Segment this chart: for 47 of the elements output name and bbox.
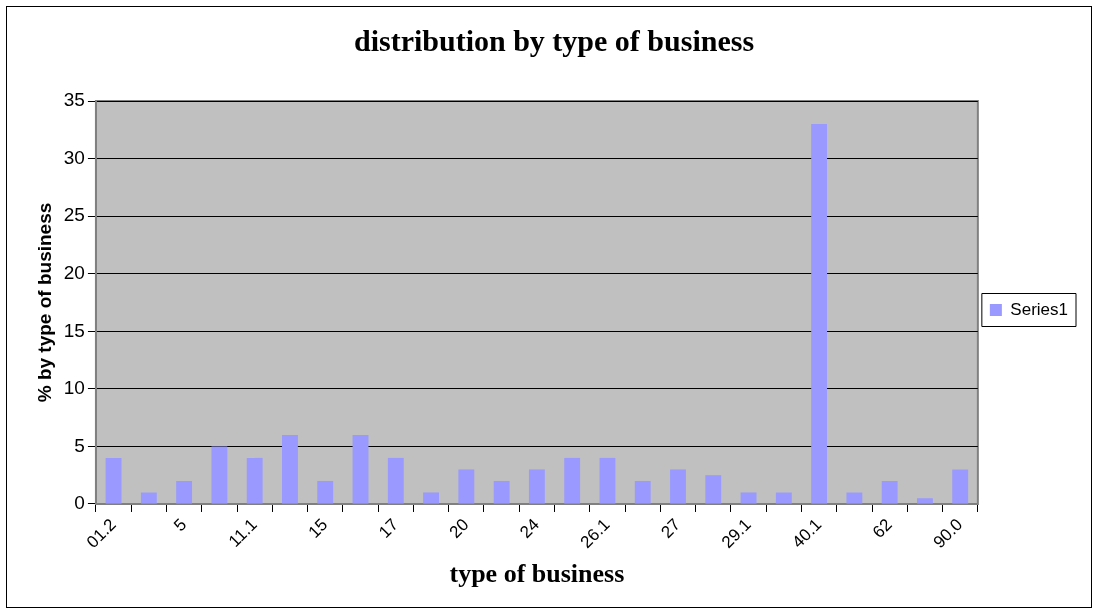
bar	[387, 457, 404, 504]
legend-label: Series1	[1010, 299, 1068, 319]
y-tick-label: 30	[63, 146, 85, 168]
x-tick-label: 27	[657, 514, 685, 542]
bar	[211, 446, 228, 504]
y-tick-label: 20	[63, 261, 85, 283]
bar	[423, 492, 439, 504]
y-tick-label: 15	[63, 319, 85, 341]
x-tick-label: 20	[445, 514, 473, 542]
x-tick-label: 24	[516, 514, 544, 542]
chart-title: distribution by type of business	[353, 23, 755, 57]
bar	[670, 469, 686, 504]
y-tick-label: 5	[74, 434, 85, 456]
y-tick-label: 0	[74, 492, 85, 514]
bar	[528, 469, 545, 504]
x-tick-label: 5	[170, 514, 191, 536]
bar	[140, 492, 157, 504]
bar	[317, 480, 334, 504]
bar	[740, 492, 757, 504]
y-axis-title: % by type of business	[33, 202, 55, 403]
y-tick-label: 35	[63, 89, 85, 111]
bar	[811, 124, 828, 504]
bar	[634, 480, 651, 504]
bar	[352, 434, 369, 504]
bar	[564, 457, 581, 504]
bar	[917, 498, 933, 504]
x-tick-label: 62	[868, 514, 896, 542]
bar	[458, 469, 475, 504]
y-tick-label: 25	[63, 204, 85, 226]
bar	[176, 480, 193, 504]
x-tick-label: 40.1	[788, 514, 826, 552]
x-tick-label: 11.1	[224, 514, 261, 551]
x-axis-title: type of business	[449, 559, 625, 589]
bar	[493, 480, 510, 504]
x-tick-label: 17	[375, 514, 402, 542]
bar	[952, 469, 969, 504]
bar	[846, 492, 863, 504]
x-tick-label: 15	[304, 514, 332, 542]
y-tick-label: 10	[63, 377, 85, 399]
bar	[599, 457, 616, 504]
bar	[105, 457, 122, 504]
bar	[881, 480, 898, 504]
bar	[246, 457, 263, 504]
bar	[775, 492, 792, 504]
x-tick-label: 01.2	[82, 514, 120, 552]
bar	[705, 475, 722, 504]
bar	[282, 434, 298, 504]
